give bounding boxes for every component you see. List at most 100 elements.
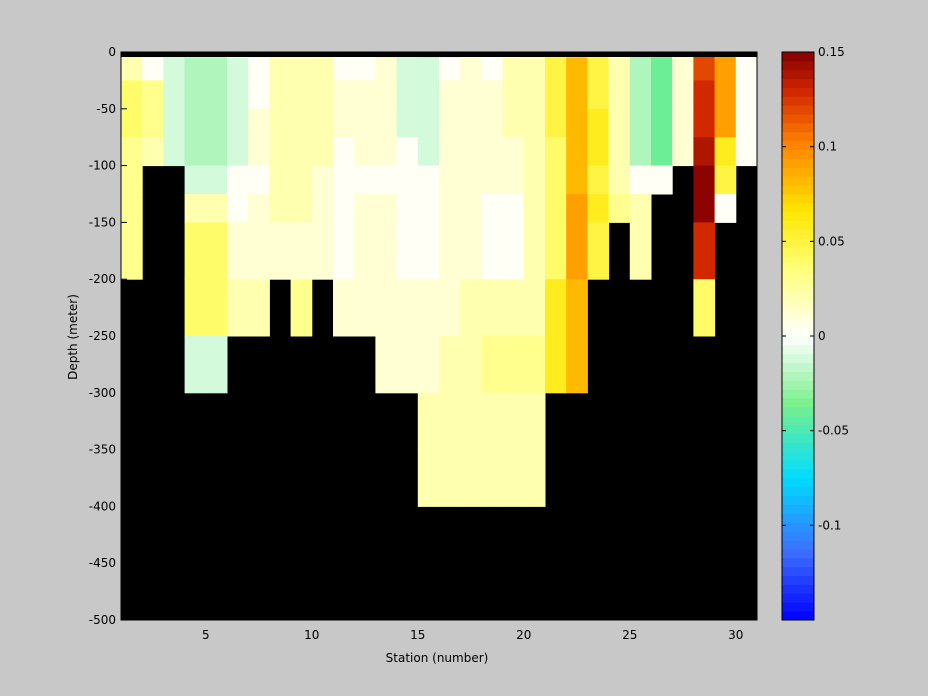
heatmap-cell: [163, 108, 186, 138]
heatmap-cell: [354, 80, 376, 110]
heatmap-cell: [481, 57, 504, 81]
heatmap-cell: [566, 108, 588, 138]
colorbar-segment: [782, 149, 814, 159]
colorbar-segment: [782, 486, 814, 497]
heatmap-cell: [693, 250, 716, 280]
colorbar-segment: [782, 451, 814, 461]
heatmap-cell: [545, 80, 567, 110]
heatmap-cell: [333, 137, 355, 167]
heatmap-cell: [693, 279, 716, 337]
heatmap-cell: [354, 137, 376, 167]
heatmap-cell: [629, 80, 652, 110]
heatmap-cell: [269, 80, 292, 110]
heatmap-cell: [354, 250, 376, 280]
heatmap-cell: [311, 222, 334, 252]
heatmap-cell: [545, 165, 567, 195]
colorbar-segment: [782, 513, 814, 523]
y-axis-label: Depth (meter): [66, 294, 80, 380]
heatmap-cell: [460, 194, 482, 223]
colorbar-segment: [782, 69, 814, 80]
heatmap-cell: [184, 250, 207, 280]
heatmap-cell: [248, 279, 270, 337]
heatmap-cell: [481, 336, 504, 394]
colorbar-segment: [782, 167, 814, 177]
heatmap-cell: [311, 80, 334, 110]
heatmap-cell: [714, 80, 737, 110]
heatmap-cell: [142, 80, 164, 110]
heatmap-cell: [290, 250, 313, 280]
colorbar-segment: [782, 114, 814, 124]
heatmap-cell: [439, 108, 461, 138]
heatmap-cell: [545, 222, 567, 252]
colorbar-segment: [782, 371, 814, 381]
heatmap-cell: [693, 222, 716, 252]
heatmap-cell: [523, 108, 546, 138]
heatmap-cell: [587, 194, 610, 223]
heatmap-cell: [417, 279, 440, 337]
heatmap-cell: [269, 165, 292, 195]
colorbar-tick-label: -0.05: [818, 424, 849, 438]
heatmap-cell: [248, 222, 270, 252]
colorbar-segment: [782, 78, 814, 88]
heatmap-cell: [693, 137, 716, 167]
heatmap-cell: [121, 57, 143, 81]
heatmap-cell: [227, 279, 249, 337]
colorbar-segment: [782, 478, 814, 488]
heatmap-cell: [184, 165, 207, 195]
x-tick-label: 5: [202, 628, 210, 642]
heatmap-cell: [460, 392, 482, 451]
heatmap-cell: [439, 449, 461, 507]
heatmap-cell: [184, 222, 207, 252]
heatmap-cell: [714, 57, 737, 81]
heatmap-cell: [714, 137, 737, 167]
colorbar-segment: [782, 52, 814, 62]
y-tick-label: -300: [89, 386, 116, 400]
heatmap-cell: [375, 165, 398, 195]
heatmap-cell: [333, 80, 355, 110]
colorbar-segment: [782, 158, 814, 168]
heatmap-cell: [460, 222, 482, 252]
colorbar-tick-label: 0.15: [818, 45, 845, 59]
colorbar-segment: [782, 96, 814, 106]
heatmap-cell: [375, 137, 398, 167]
heatmap-cell: [566, 57, 588, 81]
heatmap-cell: [566, 80, 588, 110]
heatmap-cell: [248, 108, 270, 138]
heatmap-cell: [121, 80, 143, 110]
heatmap-cell: [439, 392, 461, 451]
heatmap-cell: [481, 194, 504, 223]
heatmap-cell: [248, 57, 270, 81]
heatmap-cell: [502, 336, 525, 394]
heatmap-cell: [439, 165, 461, 195]
heatmap-cell: [121, 137, 143, 167]
colorbar-segment: [782, 131, 814, 142]
heatmap-cell: [227, 222, 249, 252]
colorbar-segment: [782, 194, 814, 204]
colorbar-segment: [782, 265, 814, 275]
heatmap-cell: [481, 250, 504, 280]
heatmap-cell: [502, 250, 525, 280]
heatmap-cell: [481, 137, 504, 167]
heatmap-cell: [523, 137, 546, 167]
colorbar-segment: [782, 415, 814, 426]
heatmap-cell: [481, 108, 504, 138]
heatmap-cell: [184, 194, 207, 223]
heatmap-cell: [481, 392, 504, 451]
heatmap-cell: [439, 80, 461, 110]
colorbar-segment: [782, 495, 814, 506]
heatmap-cell: [205, 279, 228, 337]
heatmap-cell: [693, 165, 716, 195]
heatmap-cell: [566, 194, 588, 223]
colorbar-tick-label: 0: [818, 329, 826, 343]
heatmap-cell: [417, 449, 440, 507]
heatmap-cell: [417, 222, 440, 252]
heatmap-cell: [248, 194, 270, 223]
colorbar-segment: [782, 442, 814, 452]
colorbar-segment: [782, 60, 814, 71]
heatmap-cell: [587, 137, 610, 167]
heatmap-cell: [545, 57, 567, 81]
heatmap-cell: [354, 279, 376, 337]
heatmap-cell: [333, 108, 355, 138]
colorbar-segment: [782, 362, 814, 372]
heatmap-cell: [608, 194, 631, 223]
